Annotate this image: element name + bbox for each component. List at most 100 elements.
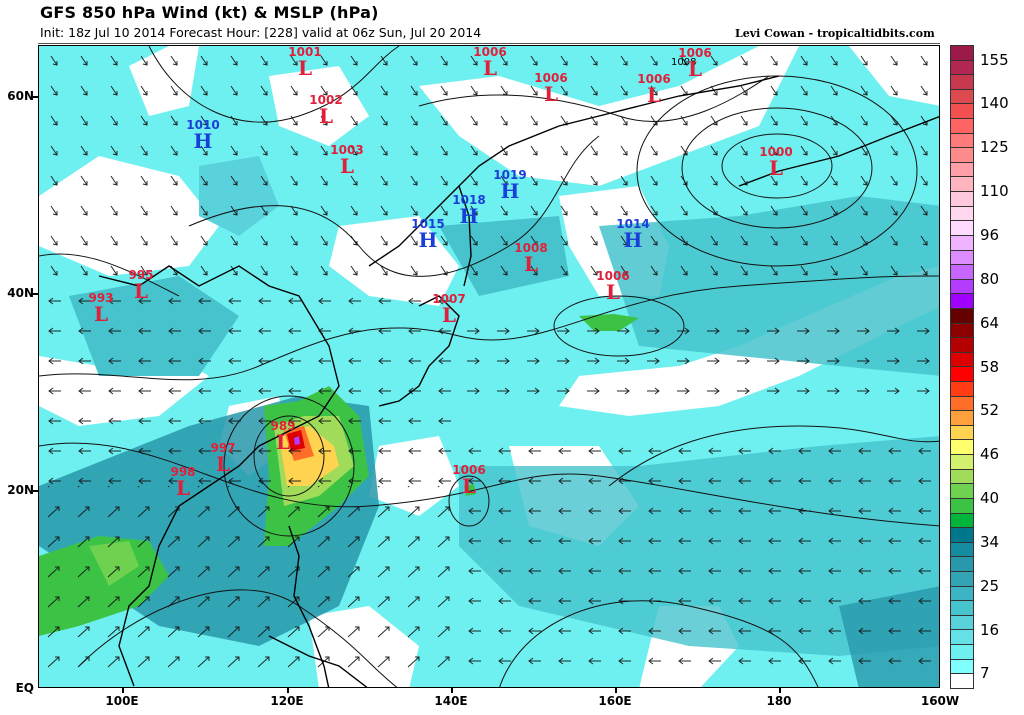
low-pressure-center: 1000 L xyxy=(756,146,796,178)
colorbar-swatch xyxy=(950,103,974,119)
colorbar-swatch xyxy=(950,293,974,308)
pressure-value: 1006 xyxy=(473,45,507,59)
high-pressure-center: 1015 H xyxy=(408,218,448,250)
colorbar-swatch xyxy=(950,191,974,206)
coastlines xyxy=(98,75,939,687)
colorbar-swatch xyxy=(950,234,974,250)
colorbar-swatch xyxy=(950,527,974,542)
low-symbol-icon: L xyxy=(523,252,539,276)
colorbar-tick-label: 110 xyxy=(980,182,1009,201)
colorbar-swatch xyxy=(950,45,974,60)
low-pressure-center: 1006 L xyxy=(449,464,489,496)
colorbar-swatch xyxy=(950,673,974,689)
colorbar-swatch xyxy=(950,220,974,235)
low-symbol-icon: L xyxy=(441,303,457,327)
low-symbol-icon: L xyxy=(297,56,313,80)
pressure-value: 1003 xyxy=(330,143,364,157)
colorbar-swatch xyxy=(950,570,974,586)
colorbar-swatch xyxy=(950,278,974,294)
isobars xyxy=(39,46,939,687)
pressure-value: 993 xyxy=(88,291,114,305)
colorbar-swatch xyxy=(950,147,974,162)
lon-tick xyxy=(122,688,124,693)
colorbar-swatch xyxy=(950,424,974,440)
low-pressure-center: 1006 L xyxy=(593,270,633,302)
low-pressure-center: 1003 L xyxy=(327,144,367,176)
colorbar-swatch xyxy=(950,600,974,615)
colorbar-swatch xyxy=(950,643,974,659)
colorbar-tick-label: 52 xyxy=(980,401,1000,420)
pressure-value: 1019 xyxy=(493,168,527,182)
colorbar-tick-label: 125 xyxy=(980,138,1009,157)
low-symbol-icon: L xyxy=(768,156,784,180)
lat-label-60n: 60N xyxy=(7,89,34,103)
lat-tick xyxy=(33,96,39,98)
pressure-value: 1008 xyxy=(514,241,548,255)
wind-map[interactable]: 1008 xyxy=(38,45,940,688)
low-pressure-center: 989 L xyxy=(263,420,303,452)
lon-tick xyxy=(451,688,453,693)
colorbar-swatch xyxy=(950,585,974,601)
colorbar-tick-label: 155 xyxy=(980,50,1009,69)
colorbar-swatch xyxy=(950,74,974,89)
colorbar-swatch xyxy=(950,351,974,367)
low-symbol-icon: L xyxy=(93,302,109,326)
lon-label-180: 180 xyxy=(766,694,792,708)
title-divider xyxy=(38,43,940,44)
low-symbol-icon: L xyxy=(461,474,477,498)
colorbar-tick-label: 140 xyxy=(980,94,1009,113)
low-pressure-center: 1008 L xyxy=(511,242,551,274)
lon-label-160e: 160E xyxy=(598,694,632,708)
colorbar-tick-label: 80 xyxy=(980,269,1000,288)
colorbar-swatch xyxy=(950,176,974,192)
lon-label-100e: 100E xyxy=(105,694,139,708)
colorbar-swatch xyxy=(950,454,974,469)
colorbar-tick-label: 7 xyxy=(980,664,990,683)
low-symbol-icon: L xyxy=(133,279,149,303)
low-symbol-icon: L xyxy=(646,83,662,107)
low-symbol-icon: L xyxy=(339,154,355,178)
high-pressure-center: 1010 H xyxy=(183,119,223,151)
colorbar-swatch xyxy=(950,468,974,484)
colorbar-tick-label: 46 xyxy=(980,445,1000,464)
low-symbol-icon: L xyxy=(543,82,559,106)
lat-label-40n: 40N xyxy=(7,286,34,300)
pressure-value: 998 xyxy=(170,465,196,479)
low-pressure-center: 997 L xyxy=(203,442,243,474)
colorbar-swatch xyxy=(950,658,974,674)
low-pressure-center: 993 L xyxy=(81,292,121,324)
colorbar-swatch xyxy=(950,264,974,279)
pressure-value: 1001 xyxy=(288,45,322,59)
colorbar-swatch xyxy=(950,322,974,338)
low-symbol-icon: L xyxy=(318,104,334,128)
lat-label-20n: 20N xyxy=(7,483,34,497)
low-pressure-center: 1006 L xyxy=(470,46,510,78)
high-pressure-center: 1018 H xyxy=(449,194,489,226)
low-symbol-icon: L xyxy=(215,452,231,476)
low-symbol-icon: L xyxy=(687,57,703,81)
colorbar-swatch xyxy=(950,132,974,148)
low-symbol-icon: L xyxy=(605,280,621,304)
wind-speed-colorbar xyxy=(950,45,974,689)
pressure-value: 1007 xyxy=(432,292,466,306)
low-symbol-icon: L xyxy=(175,476,191,500)
colorbar-swatch xyxy=(950,541,974,557)
pressure-value: 1015 xyxy=(411,217,445,231)
colorbar-swatch xyxy=(950,381,974,396)
colorbar-swatch xyxy=(950,629,974,644)
colorbar-tick-label: 58 xyxy=(980,357,1000,376)
low-symbol-icon: L xyxy=(275,430,291,454)
colorbar-swatch xyxy=(950,307,974,323)
colorbar-swatch xyxy=(950,249,974,265)
colorbar-swatch xyxy=(950,366,974,382)
pressure-value: 1006 xyxy=(452,463,486,477)
low-symbol-icon: L xyxy=(482,56,498,80)
colorbar-swatch xyxy=(950,59,974,75)
pressure-value: 989 xyxy=(270,419,296,433)
lat-tick xyxy=(33,490,39,492)
pressure-value: 1010 xyxy=(186,118,220,132)
map-fields xyxy=(39,46,939,687)
lat-label-eq: EQ xyxy=(15,681,34,695)
pressure-value: 1006 xyxy=(678,46,712,60)
colorbar-swatch xyxy=(950,614,974,630)
